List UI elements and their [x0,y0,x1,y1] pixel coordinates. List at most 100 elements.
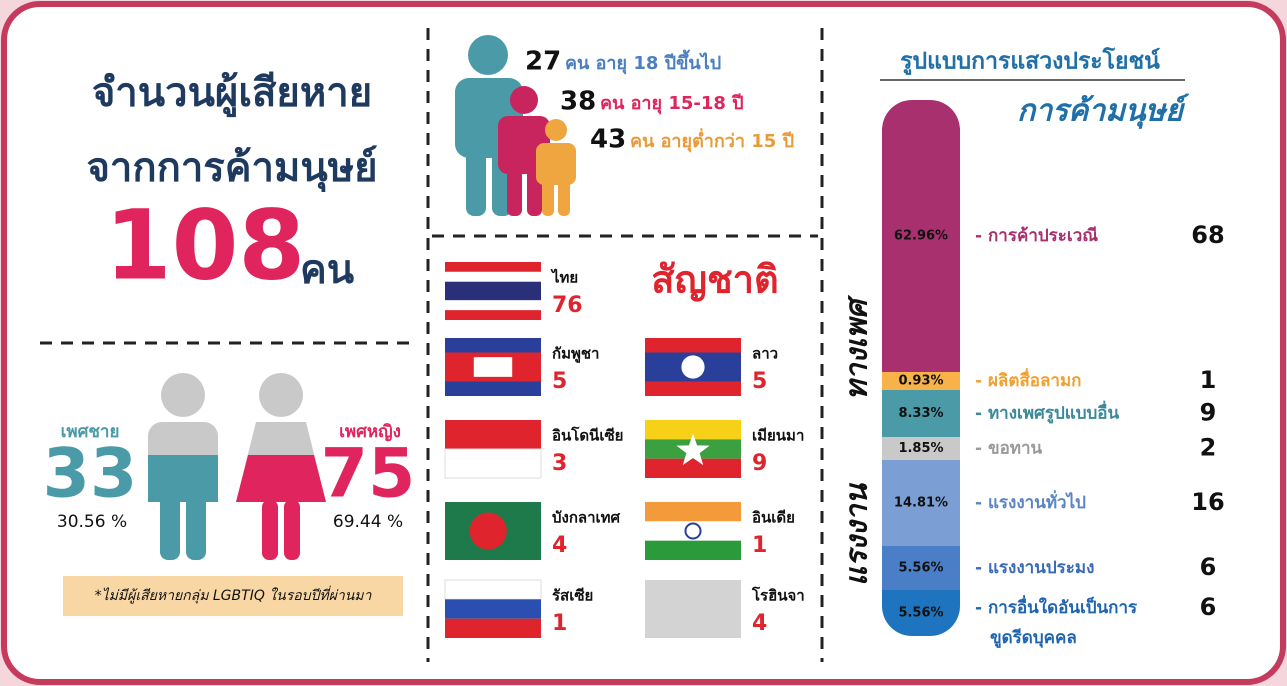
bar-segment [882,437,960,460]
flag-stripe [445,599,541,619]
nationality-title: สัญชาติ [651,258,778,302]
flag-stripe [445,281,541,301]
flag [444,420,542,479]
segment-count: 16 [1191,488,1224,516]
total: 108 [105,189,305,301]
segment-percent: 1.85% [898,441,943,456]
segment-label: - ทางเพศรูปแบบอื่น [975,401,1120,425]
title: จำนวนผู้เสียหาย [92,70,372,117]
nationality-count: 3 [552,451,567,476]
segment-percent: 14.81% [894,496,948,511]
segment-count: 6 [1200,553,1217,581]
flag-stripe [445,381,541,396]
nationality-count: 4 [552,533,567,558]
nationality-count: 1 [552,611,567,636]
segment-percent: 62.96% [894,229,948,244]
exploitation-subtitle: การค้ามนุษย์ [1017,94,1190,130]
segment-percent: 5.56% [898,561,943,576]
segment-label: - แรงงานประมง [975,558,1094,578]
nationality-name: อินเดีย [752,509,795,527]
female-icon [236,373,326,560]
segment-percent: 8.33% [898,406,943,421]
flag-stripe [645,502,741,522]
flag-stripe [645,381,741,396]
male-icon [148,373,218,560]
age-label: คน อายุต่ำกว่า 15 ปี [630,128,794,153]
segment-label: - แรงงานทั่วไป [975,490,1086,513]
flag-stripe [645,458,741,478]
flag-stripe [444,579,542,600]
segment-count: 68 [1191,221,1224,249]
flag-emblem [684,522,702,540]
flag-stripe [645,521,741,541]
nationality-name: ไทย [550,268,578,287]
segment-count: 9 [1200,399,1217,427]
flag [445,262,541,320]
gender-percent: 30.56 % [57,512,127,532]
nationality-count: 76 [552,293,583,318]
nationality-name: กัมพูชา [552,345,599,364]
nationality-count: 5 [552,369,567,394]
gender-count: 33 [43,435,138,514]
flag [444,579,542,638]
segment-label: - การค้าประเวณี [975,225,1098,246]
nationality-name: บังกลาเทศ [552,509,621,527]
age-label: คน อายุ 15-18 ปี [600,93,744,115]
segment-label: ขูดรีดบุคคล [990,627,1077,649]
group-label: แรงงาน [840,482,875,586]
flag-stripe [645,338,741,353]
exploitation-title: รูปแบบการแสวงประโยชน์ [900,47,1160,76]
flag [445,338,541,396]
segment-count: 6 [1200,593,1217,621]
age-icons [455,35,576,216]
segment-percent: 5.56% [898,606,943,621]
title: จากการค้ามนุษย์ [86,145,377,193]
flag-emblem [681,355,705,379]
nationality-count: 1 [752,533,767,558]
age-label: คน อายุ 18 ปีขึ้นไป [565,49,721,75]
flag [445,502,541,560]
flag-stripe [445,618,541,638]
flag-stripe [645,540,741,560]
nationality-name: ลาว [752,345,778,363]
flag-stripe [445,338,541,353]
age-count: 38 [560,87,596,117]
flag-stripe [445,310,541,320]
flag-stripe [645,580,741,638]
flag-stripe [645,420,741,440]
bar-segment [882,100,960,372]
group-label: ทางเพศ [840,294,875,400]
unit: คน [300,247,354,293]
bar-segment [882,546,960,590]
age-count: 27 [525,47,561,77]
flag [645,580,741,638]
nationality-count: 5 [752,369,767,394]
flag-stripe [445,420,541,449]
gender-count: 75 [321,435,416,514]
flag-emblem [676,433,710,466]
flag [645,420,741,478]
flag-emblem [469,512,507,550]
flag [645,502,741,560]
nationality-count: 4 [752,611,767,636]
nationality-name: โรฮินจา [751,586,805,605]
stacked-bar [882,100,960,636]
segment-count: 1 [1200,366,1217,394]
gender-label: เพศชาย [61,422,120,442]
segment-count: 2 [1200,434,1217,462]
note-box [63,576,403,616]
flag-stripe [444,448,542,479]
nationality-count: 9 [752,451,767,476]
flag-stripe [445,262,541,272]
segment-label: - ขอทาน [975,439,1043,459]
gender-label: เพศหญิง [339,422,401,442]
nationality-name: รัสเซีย [552,587,593,605]
nationality-name: อินโดนีเซีย [552,426,623,445]
flag [645,338,741,396]
note: *ไม่มีผู้เสียหายกลุ่ม LGBTIQ ในรอบปีที่ผ… [95,585,373,604]
gender-percent: 69.44 % [333,512,403,532]
bar-segment [882,390,960,437]
flag-stripe [445,300,541,311]
